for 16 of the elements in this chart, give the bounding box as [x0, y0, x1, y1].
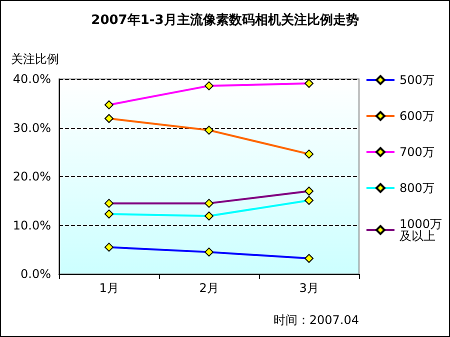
chart-title: 2007年1-3月主流像素数码相机关注比例走势: [91, 12, 359, 28]
legend-label: 600万: [399, 109, 434, 123]
y-tick-label: 30.0%: [12, 120, 51, 135]
text: 时间：2007.04: [273, 313, 359, 327]
x-tick-label: 2月: [199, 281, 219, 295]
y-tick-label: 10.0%: [12, 218, 51, 232]
legend-label: 800万: [399, 181, 434, 195]
y-tick-label: 0.0%: [20, 267, 51, 281]
x-tick-label: 3月: [299, 281, 319, 295]
y-tick-label: 40.0%: [12, 72, 51, 86]
y-axis-title: 关注比例: [11, 52, 59, 66]
x-tick-label: 1月: [99, 281, 119, 295]
legend-label: 500万: [399, 73, 434, 87]
legend-label: 700万: [399, 145, 434, 159]
y-tick-label: 20.0%: [12, 170, 51, 184]
legend-label: 1000万及以上: [399, 217, 442, 243]
